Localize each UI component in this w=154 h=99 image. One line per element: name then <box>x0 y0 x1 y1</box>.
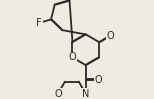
Text: N: N <box>82 89 89 99</box>
Text: O: O <box>95 75 102 85</box>
Text: O: O <box>54 89 62 99</box>
Text: O: O <box>107 30 114 40</box>
Text: F: F <box>36 18 42 28</box>
Text: O: O <box>69 52 76 62</box>
